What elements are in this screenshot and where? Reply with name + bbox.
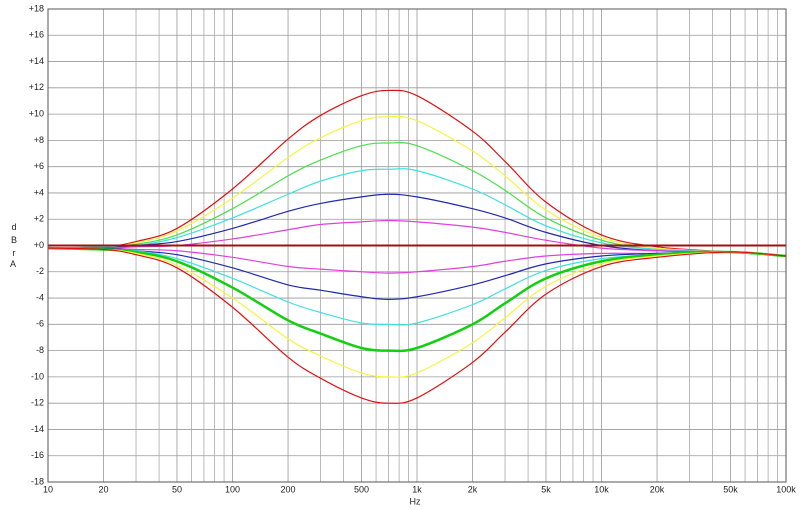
curve [47,247,787,274]
x-tick-label: 100k [776,484,796,494]
y-tick-label: +6 [34,161,44,171]
curve [47,115,787,257]
y-tick-label: +8 [34,135,44,145]
y-tick-label: -18 [31,476,44,486]
curve [47,247,787,404]
y-tick-label: -10 [31,371,44,381]
y-tick-label: +2 [34,214,44,224]
y-tick-label: -2 [36,266,44,276]
curves [47,89,787,404]
curve [47,89,787,257]
x-tick-label: 100 [225,484,240,494]
y-tick-label: -4 [36,292,44,302]
y-tick-label: +16 [29,30,44,40]
x-tick-label: 10 [43,484,53,494]
x-tick-label: 50k [723,484,738,494]
y-tick-label: +12 [29,82,44,92]
y-tick-label: +18 [29,3,44,13]
curve [47,247,787,378]
x-tick-label: 2k [468,484,478,494]
y-tick-label: -8 [36,345,44,355]
y-tick-label: -14 [31,424,44,434]
y-tick-label: +0 [34,240,44,250]
y-tick-label: +10 [29,108,44,118]
y-axis-label: dBr [9,222,19,261]
x-tick-label: 10k [594,484,609,494]
y-tick-label: -6 [36,319,44,329]
curve [47,193,787,257]
y-tick-label: -12 [31,398,44,408]
plot-frame [47,8,787,483]
x-tick-label: 20 [99,484,109,494]
x-tick-label: 200 [281,484,296,494]
curve [47,246,787,353]
x-tick-label: 500 [354,484,369,494]
curve [47,247,787,326]
x-tick-label: 50 [172,484,182,494]
y-tick-label: -16 [31,450,44,460]
y-tick-label: +14 [29,56,44,66]
curve [47,247,787,300]
x-tick-label: 20k [650,484,665,494]
x-axis-label: Hz [410,496,421,506]
x-tick-label: 1k [412,484,422,494]
y-tick-label: +4 [34,187,44,197]
y-axis-unit: A [10,259,17,269]
x-tick-label: 5k [541,484,551,494]
